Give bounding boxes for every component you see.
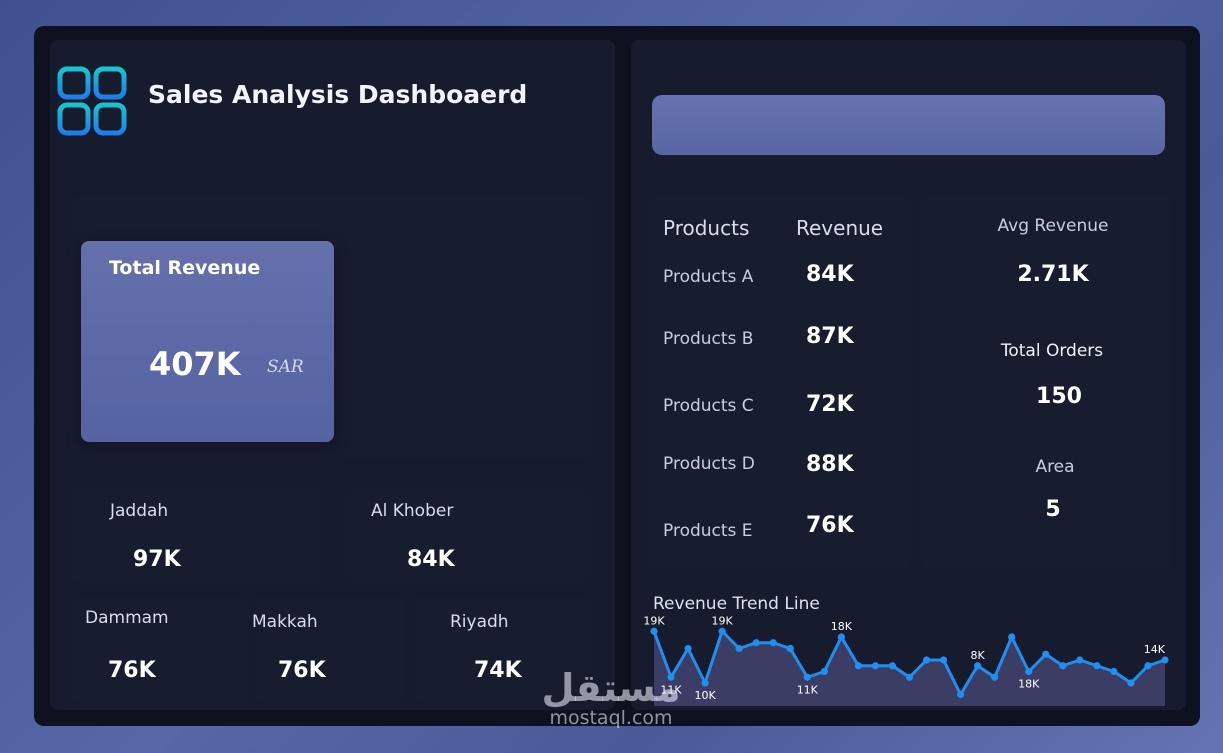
trend-point[interactable] — [854, 662, 862, 670]
trend-point[interactable] — [1076, 656, 1084, 664]
trend-data-label: 11K — [660, 683, 682, 696]
trend-data-label: 10K — [694, 689, 716, 702]
watermark-arabic: مستقل — [541, 666, 681, 710]
trend-point[interactable] — [1059, 662, 1067, 670]
trend-point[interactable] — [1144, 662, 1152, 670]
total-revenue-card[interactable]: Total Revenue 407K SAR — [81, 241, 334, 442]
trend-point[interactable] — [1008, 633, 1016, 641]
dashboard-grid-icon — [57, 66, 127, 136]
product-revenue: 72K — [806, 392, 854, 417]
trend-point[interactable] — [871, 662, 880, 670]
watermark-latin: mostaql.com — [549, 707, 673, 729]
trend-data-label: 14K — [1144, 643, 1166, 656]
trend-point[interactable] — [1093, 662, 1101, 670]
trend-point[interactable] — [684, 644, 692, 653]
product-revenue: 76K — [806, 513, 854, 538]
stat-label-total-orders: Total Orders — [1000, 341, 1104, 361]
products-table — [648, 195, 910, 570]
city-value-riyadh: 74K — [474, 658, 522, 683]
trend-point[interactable] — [701, 679, 709, 687]
product-revenue: 88K — [806, 452, 854, 477]
city-name-dammam: Dammam — [85, 608, 169, 628]
city-name-riyadh: Riyadh — [450, 612, 509, 632]
stat-value-avg-revenue: 2.71K — [1017, 262, 1089, 287]
watermark-logo: مستقل mostaql.com — [536, 668, 686, 738]
trend-point[interactable] — [1025, 667, 1033, 676]
trend-chart-title: Revenue Trend Line — [653, 594, 820, 614]
stat-label-area: Area — [1035, 457, 1075, 477]
trend-point[interactable] — [1161, 656, 1169, 664]
trend-point[interactable] — [1127, 679, 1135, 687]
column-header-products: Products — [663, 216, 750, 240]
trend-area — [654, 631, 1165, 706]
city-name-jaddah: Jaddah — [110, 501, 169, 521]
product-revenue: 87K — [806, 324, 854, 349]
product-name: Products A — [663, 267, 754, 287]
stat-value-area: 5 — [1045, 497, 1061, 522]
revenue-trend-chart: 19K 11K 10K 19K 11K 18K 8K 18K 14K — [643, 614, 1169, 706]
trend-point[interactable] — [735, 644, 743, 653]
trend-point[interactable] — [667, 673, 675, 681]
column-header-revenue: Revenue — [796, 216, 884, 240]
trend-point[interactable] — [1042, 650, 1050, 658]
stats-card — [922, 195, 1172, 570]
trend-point[interactable] — [888, 662, 897, 670]
city-card-riyadh — [415, 596, 590, 702]
trend-data-label: 11K — [797, 683, 819, 696]
total-revenue-value: 407K — [149, 345, 241, 383]
trend-data-label: 19K — [712, 614, 734, 627]
city-value-dammam: 76K — [108, 658, 156, 683]
total-revenue-label: Total Revenue — [109, 257, 261, 279]
trend-point[interactable] — [786, 644, 794, 653]
product-name: Products E — [663, 521, 753, 541]
trend-point[interactable] — [974, 662, 982, 670]
trend-data-label: 18K — [1018, 678, 1040, 691]
city-name-makkah: Makkah — [252, 612, 318, 632]
trend-data-label: 8K — [971, 649, 986, 662]
trend-data-label: 18K — [831, 620, 853, 633]
city-card-al-khober — [346, 490, 590, 582]
city-name-al-khober: Al Khober — [371, 501, 454, 521]
trend-point[interactable] — [752, 639, 760, 647]
city-value-al-khober: 84K — [407, 547, 455, 572]
trend-point[interactable] — [991, 673, 999, 681]
product-revenue: 84K — [806, 262, 854, 287]
trend-point[interactable] — [650, 627, 658, 635]
currency-unit: SAR — [267, 357, 304, 377]
trend-point[interactable] — [837, 633, 845, 641]
city-card-jaddah — [72, 490, 322, 582]
trend-point[interactable] — [718, 627, 726, 635]
city-card-dammam — [72, 596, 247, 702]
trend-point[interactable] — [939, 656, 948, 664]
page-title: Sales Analysis Dashboaerd — [148, 80, 528, 109]
trend-data-label: 19K — [643, 614, 665, 627]
product-name: Products C — [663, 396, 754, 416]
trend-point[interactable] — [820, 667, 828, 676]
trend-point[interactable] — [922, 656, 931, 664]
stat-value-total-orders: 150 — [1036, 384, 1082, 409]
city-value-makkah: 76K — [278, 658, 326, 683]
trend-point[interactable] — [957, 690, 965, 699]
city-value-jaddah: 97K — [133, 547, 181, 572]
stat-label-avg-revenue: Avg Revenue — [997, 216, 1109, 236]
trend-point[interactable] — [803, 673, 811, 681]
city-card-makkah — [255, 596, 405, 702]
filter-bar[interactable] — [652, 95, 1165, 155]
product-name: Products D — [663, 454, 755, 474]
trend-point[interactable] — [769, 639, 777, 647]
product-name: Products B — [663, 329, 754, 349]
trend-point[interactable] — [1110, 667, 1118, 676]
trend-point[interactable] — [905, 673, 914, 681]
